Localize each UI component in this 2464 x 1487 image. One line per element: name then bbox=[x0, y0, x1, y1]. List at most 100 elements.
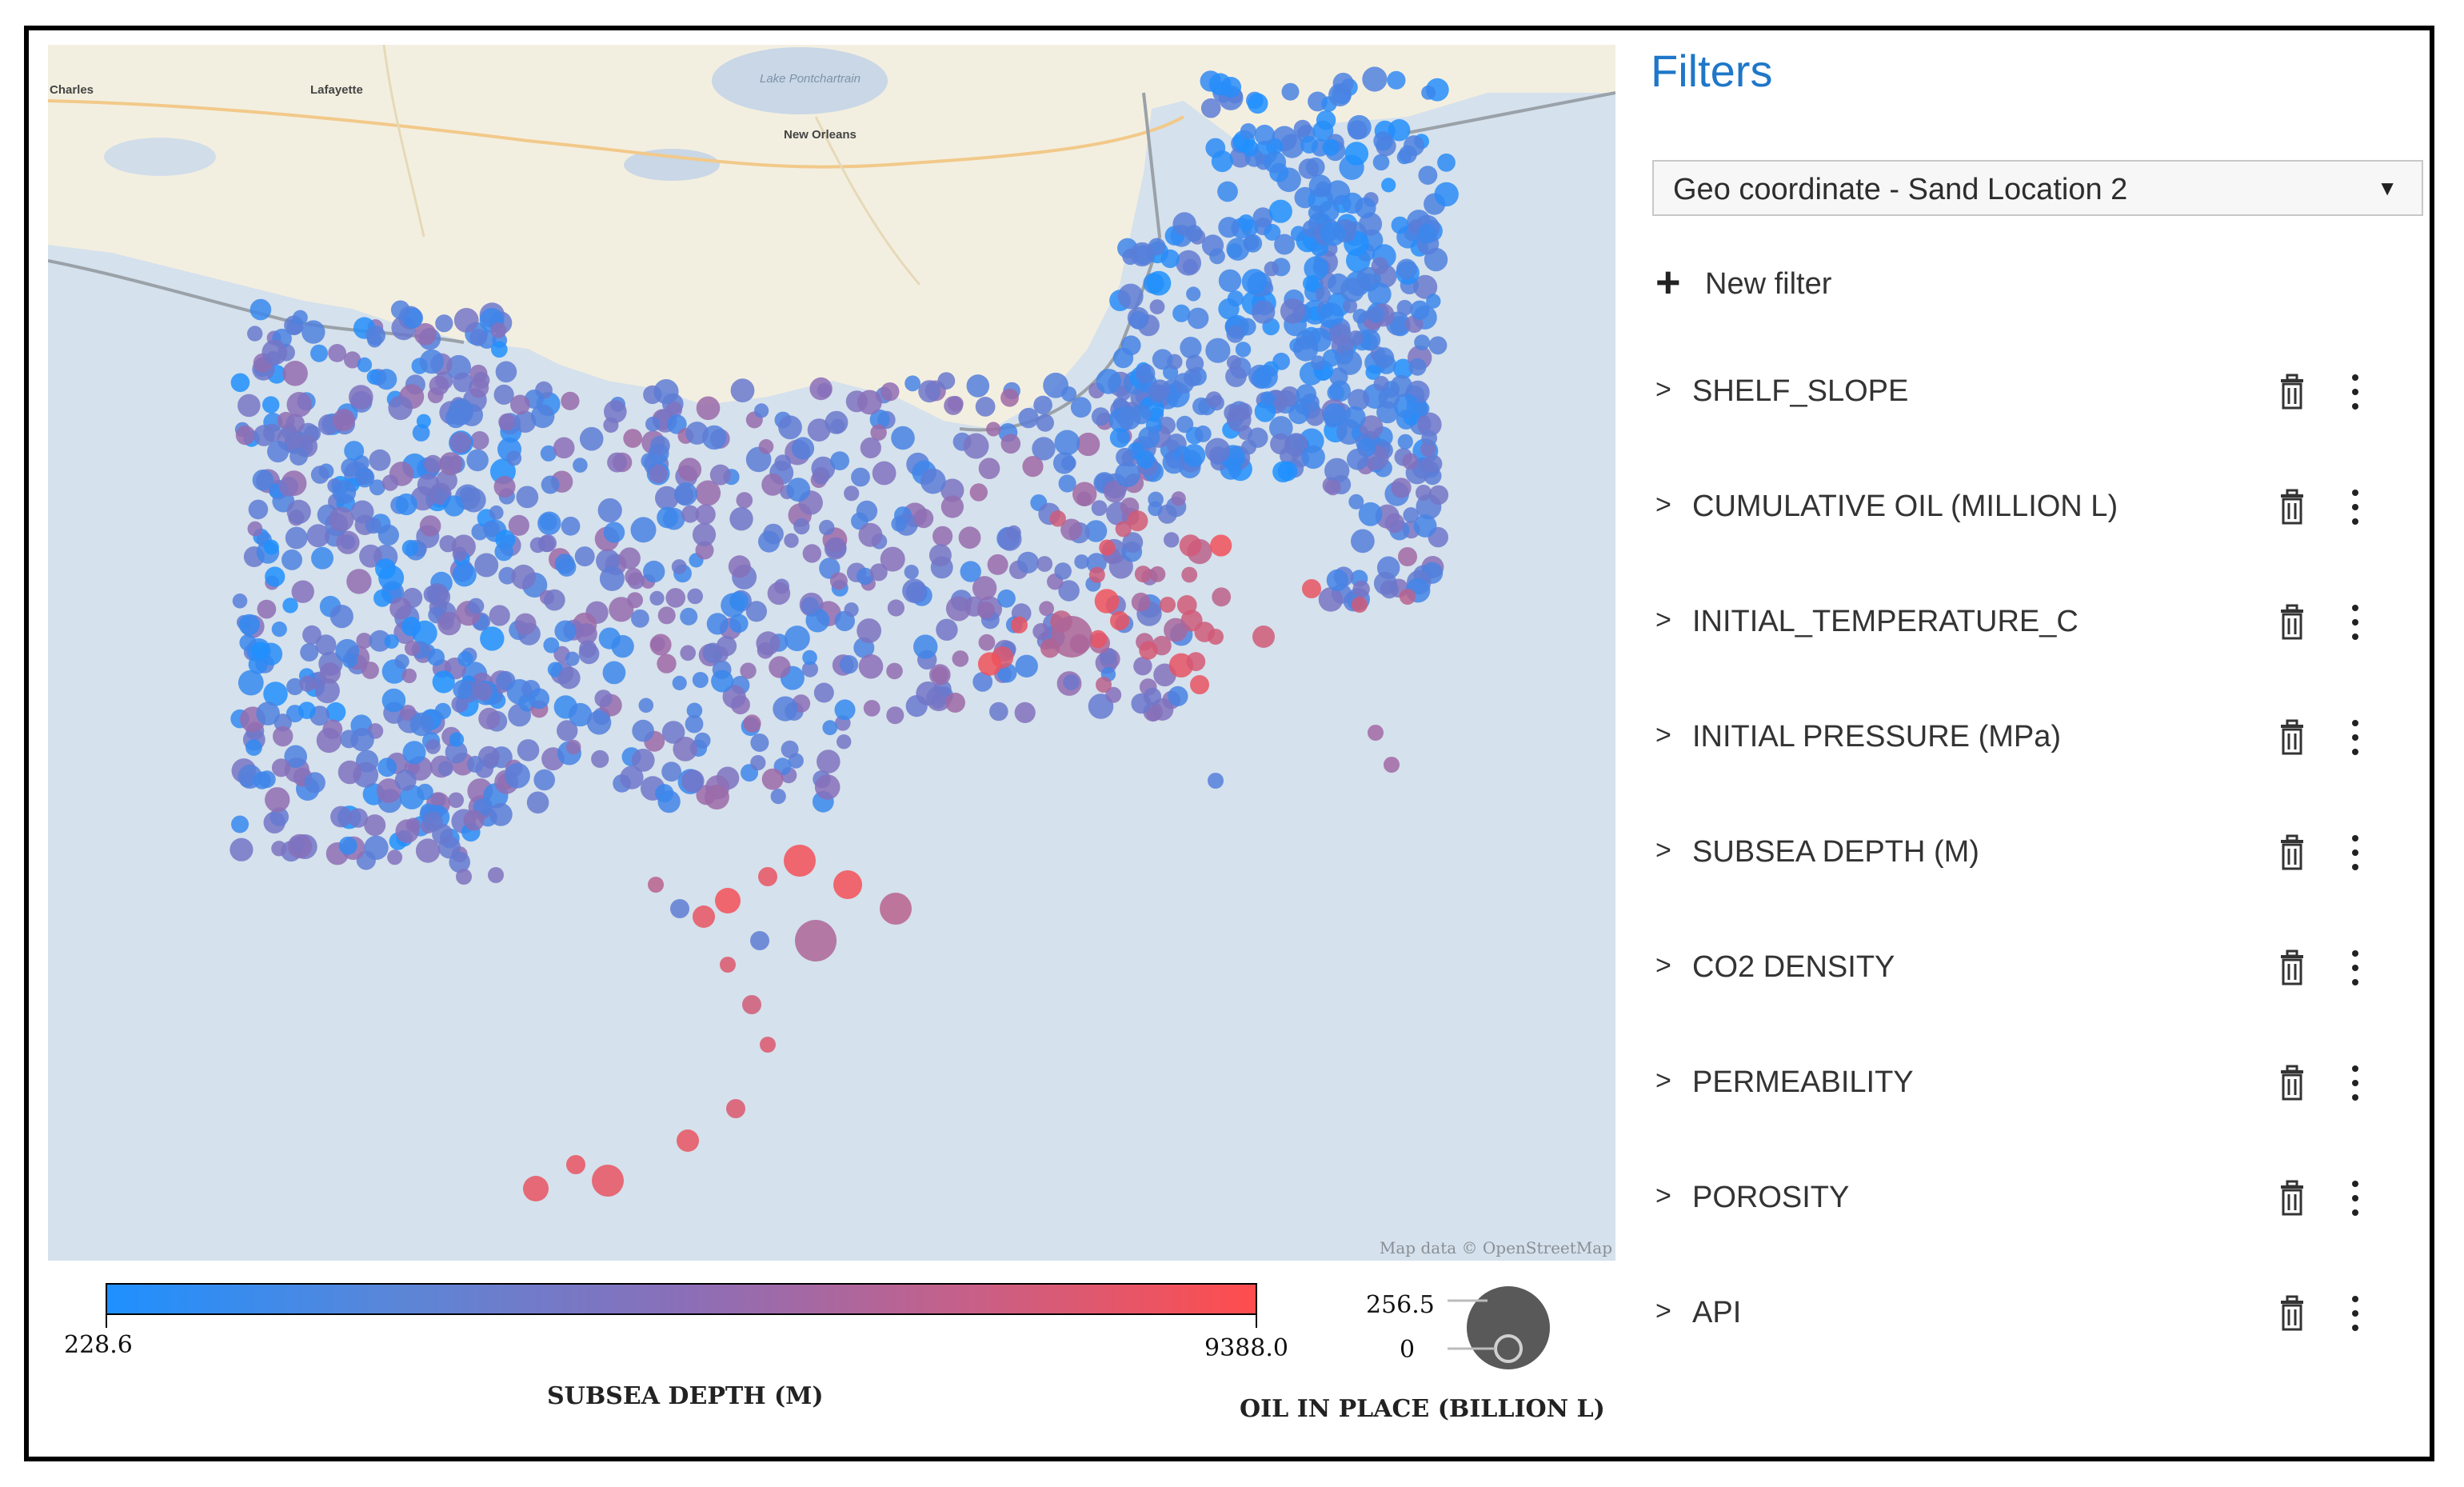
data-point[interactable] bbox=[329, 506, 354, 532]
data-point[interactable] bbox=[390, 300, 410, 320]
data-point[interactable] bbox=[400, 705, 417, 722]
data-point[interactable] bbox=[401, 668, 417, 684]
data-point[interactable] bbox=[913, 634, 938, 659]
data-point[interactable] bbox=[1208, 629, 1224, 645]
data-point[interactable] bbox=[839, 655, 859, 674]
data-point[interactable] bbox=[685, 422, 709, 445]
data-point[interactable] bbox=[376, 369, 397, 390]
data-point[interactable] bbox=[649, 634, 672, 656]
data-point[interactable] bbox=[770, 789, 786, 805]
data-point[interactable] bbox=[870, 424, 887, 441]
data-point[interactable] bbox=[891, 516, 907, 532]
data-point[interactable] bbox=[1187, 307, 1209, 330]
data-point[interactable] bbox=[1146, 270, 1172, 296]
data-point[interactable] bbox=[1116, 447, 1135, 467]
data-point[interactable] bbox=[443, 495, 465, 517]
data-point[interactable] bbox=[1058, 580, 1080, 602]
data-point[interactable] bbox=[677, 1129, 699, 1152]
data-point[interactable] bbox=[1235, 402, 1252, 420]
data-point[interactable] bbox=[1240, 123, 1256, 139]
data-point[interactable] bbox=[1296, 384, 1316, 405]
data-point[interactable] bbox=[409, 712, 434, 737]
data-point[interactable] bbox=[335, 638, 360, 663]
data-point[interactable] bbox=[784, 845, 816, 877]
data-point[interactable] bbox=[329, 605, 353, 629]
data-point[interactable] bbox=[851, 467, 870, 487]
data-point[interactable] bbox=[1226, 238, 1250, 261]
data-point[interactable] bbox=[369, 479, 385, 496]
data-point[interactable] bbox=[963, 433, 989, 459]
data-point[interactable] bbox=[1061, 386, 1077, 402]
data-point[interactable] bbox=[1421, 430, 1438, 446]
more-options-icon[interactable] bbox=[2350, 605, 2359, 643]
map-svg[interactable] bbox=[48, 45, 1615, 1261]
data-point[interactable] bbox=[709, 464, 731, 486]
more-options-icon[interactable] bbox=[2350, 1181, 2359, 1219]
chevron-right-icon[interactable]: > bbox=[1655, 950, 1671, 981]
data-point[interactable] bbox=[1237, 214, 1255, 231]
data-point[interactable] bbox=[1391, 216, 1409, 234]
data-point[interactable] bbox=[704, 785, 729, 809]
data-point[interactable] bbox=[824, 537, 847, 560]
data-point[interactable] bbox=[726, 1099, 745, 1118]
data-point[interactable] bbox=[1414, 334, 1430, 350]
data-point[interactable] bbox=[791, 437, 815, 460]
data-point[interactable] bbox=[315, 634, 337, 656]
data-point[interactable] bbox=[489, 605, 510, 626]
data-point[interactable] bbox=[286, 392, 312, 418]
data-point[interactable] bbox=[740, 662, 757, 679]
data-point[interactable] bbox=[478, 707, 501, 730]
trash-icon[interactable] bbox=[2276, 1294, 2308, 1334]
data-point[interactable] bbox=[986, 422, 1001, 437]
data-point[interactable] bbox=[1235, 342, 1252, 358]
data-point[interactable] bbox=[1403, 507, 1419, 523]
data-point[interactable] bbox=[687, 588, 703, 605]
data-point[interactable] bbox=[480, 626, 505, 651]
data-point[interactable] bbox=[1396, 258, 1417, 280]
data-point[interactable] bbox=[285, 526, 308, 550]
data-point[interactable] bbox=[304, 772, 325, 793]
data-point[interactable] bbox=[1368, 725, 1384, 741]
data-point[interactable] bbox=[338, 836, 357, 855]
data-point[interactable] bbox=[1254, 401, 1276, 422]
data-point[interactable] bbox=[913, 508, 934, 529]
data-point[interactable] bbox=[451, 695, 469, 713]
data-point[interactable] bbox=[594, 690, 613, 708]
data-point[interactable] bbox=[1301, 445, 1325, 470]
data-point[interactable] bbox=[445, 741, 468, 764]
data-point[interactable] bbox=[1131, 592, 1151, 612]
more-options-icon[interactable] bbox=[2350, 1296, 2359, 1334]
more-options-icon[interactable] bbox=[2350, 374, 2359, 413]
data-point[interactable] bbox=[1371, 257, 1389, 275]
data-point[interactable] bbox=[419, 515, 441, 537]
data-point[interactable] bbox=[1176, 595, 1197, 615]
data-point[interactable] bbox=[1200, 98, 1221, 118]
data-point[interactable] bbox=[357, 357, 373, 373]
data-point[interactable] bbox=[419, 349, 445, 374]
data-point[interactable] bbox=[1290, 226, 1307, 242]
data-point[interactable] bbox=[1398, 547, 1417, 566]
data-point[interactable] bbox=[1226, 355, 1242, 370]
data-point[interactable] bbox=[674, 482, 697, 506]
data-point[interactable] bbox=[1396, 299, 1413, 316]
data-point[interactable] bbox=[1280, 134, 1304, 158]
data-point[interactable] bbox=[886, 706, 905, 725]
data-point[interactable] bbox=[602, 661, 626, 685]
data-point[interactable] bbox=[1260, 391, 1276, 406]
data-point[interactable] bbox=[491, 341, 508, 358]
trash-icon[interactable] bbox=[2276, 1179, 2308, 1219]
data-point[interactable] bbox=[361, 662, 379, 679]
data-point[interactable] bbox=[1416, 223, 1437, 244]
data-point[interactable] bbox=[657, 506, 678, 529]
data-point[interactable] bbox=[375, 558, 396, 580]
data-point[interactable] bbox=[1205, 338, 1231, 363]
data-point[interactable] bbox=[681, 769, 705, 793]
data-point[interactable] bbox=[493, 384, 514, 405]
data-point[interactable] bbox=[673, 737, 698, 761]
data-point[interactable] bbox=[263, 682, 288, 706]
data-point[interactable] bbox=[1367, 306, 1385, 323]
data-point[interactable] bbox=[681, 505, 700, 523]
data-point[interactable] bbox=[591, 749, 609, 769]
data-point[interactable] bbox=[251, 642, 270, 660]
data-point[interactable] bbox=[473, 682, 493, 702]
